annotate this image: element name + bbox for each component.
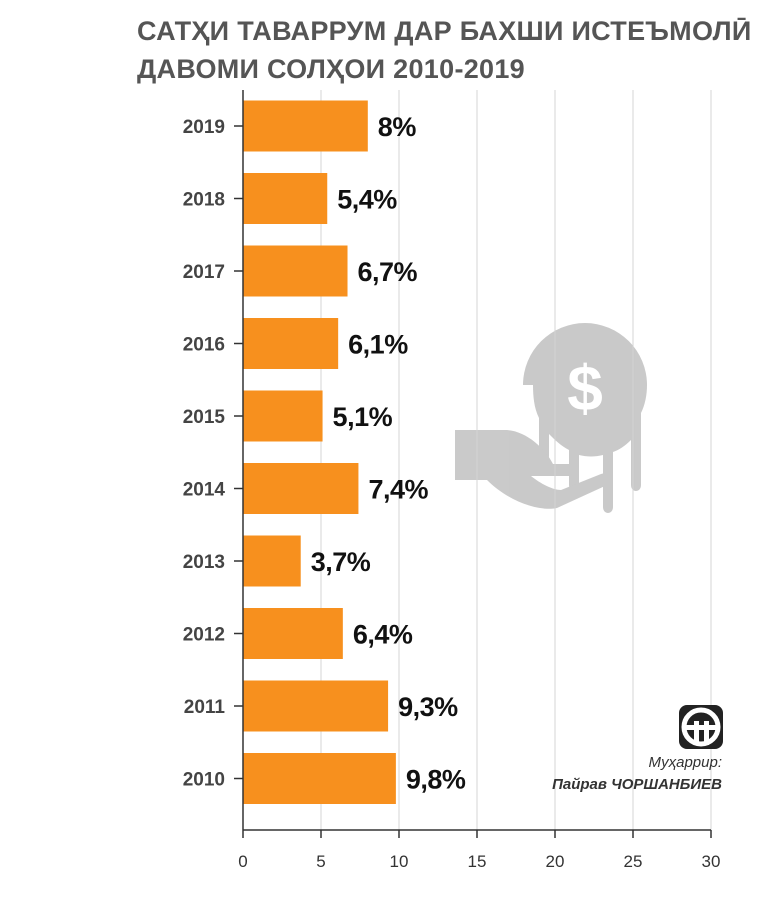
x-tick-label: 15	[468, 852, 487, 871]
bar	[243, 100, 368, 152]
ap-logo-icon	[679, 705, 723, 749]
bar	[243, 535, 301, 587]
chart-title-line-1: САТҲИ ТАВАРРУМ ДАР БАХШИ ИСТЕЪМОЛӢ	[137, 16, 752, 46]
bar	[243, 390, 323, 442]
category-label: 2010	[183, 770, 225, 791]
x-tick-label: 5	[316, 852, 325, 871]
category-label: 2017	[183, 262, 225, 283]
svg-text:$: $	[567, 352, 603, 424]
value-label: 9,3%	[398, 692, 458, 722]
chart-title-line-2: ДАВОМИ СОЛҲОИ 2010-2019	[137, 54, 525, 84]
category-label: 2013	[183, 552, 225, 573]
x-tick-label: 0	[238, 852, 247, 871]
bar	[243, 680, 389, 732]
chart-title: САТҲИ ТАВАРРУМ ДАР БАХШИ ИСТЕЪМОЛӢ ДАВОМ…	[137, 12, 757, 88]
credit-role: Муҳаррир:	[648, 754, 722, 771]
value-label: 7,4%	[368, 475, 428, 505]
category-label: 2016	[183, 335, 225, 356]
category-label: 2015	[183, 407, 226, 428]
value-label: 3,7%	[311, 547, 371, 577]
bar	[243, 608, 343, 659]
value-label: 5,4%	[337, 185, 397, 215]
bar	[243, 753, 396, 804]
category-label: 2011	[184, 697, 226, 718]
credit-author: Пайрав ЧОРШАНБИЕВ	[552, 776, 722, 793]
x-tick-label: 20	[546, 852, 565, 871]
hand-holding-dollar-coin-icon: $	[455, 323, 647, 513]
value-label: 9,8%	[406, 765, 466, 795]
category-label: 2014	[183, 480, 226, 501]
bar	[243, 463, 359, 514]
value-label: 8%	[378, 112, 417, 142]
bar	[243, 318, 339, 369]
x-tick-label: 30	[702, 852, 721, 871]
category-label: 2019	[183, 117, 225, 138]
x-tick-label: 10	[390, 852, 409, 871]
bar	[243, 173, 328, 224]
value-label: 6,4%	[353, 620, 413, 650]
bar	[243, 245, 348, 297]
value-label: 6,1%	[348, 330, 408, 360]
category-label: 2018	[183, 190, 225, 211]
value-label: 6,7%	[358, 257, 418, 287]
credit-block: Муҳаррир: Пайрав ЧОРШАНБИЕВ	[552, 752, 722, 796]
x-tick-label: 25	[624, 852, 643, 871]
category-label: 2012	[183, 625, 225, 646]
value-label: 5,1%	[333, 402, 393, 432]
